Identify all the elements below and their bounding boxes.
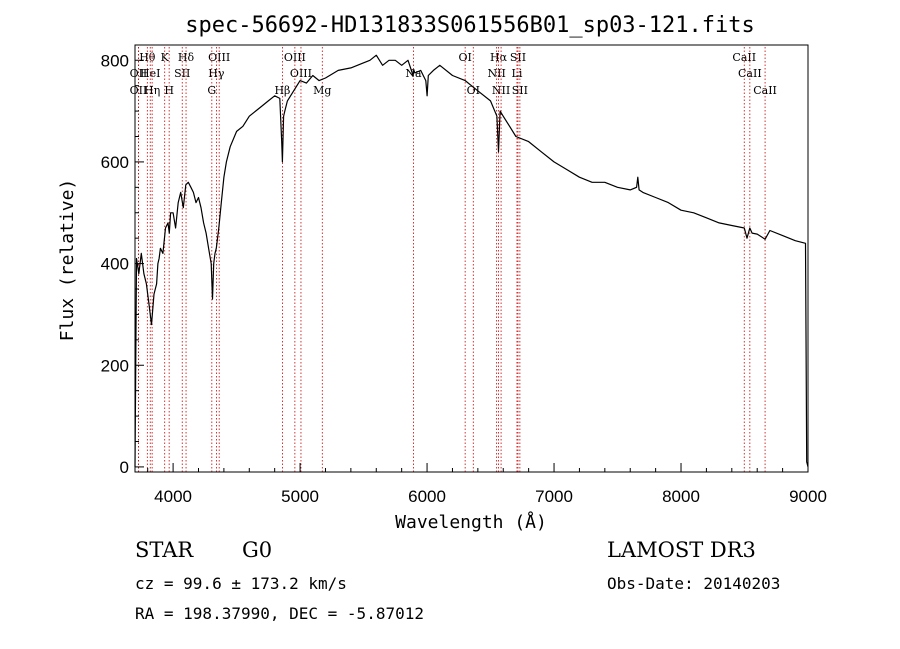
line-marker-label-11: G [207,84,216,97]
line-marker-label-18: OI [467,84,480,97]
line-marker-label-19: Hα [490,51,508,64]
x-axis: 4000 5000 6000 7000 8000 9000 [147,463,827,506]
line-marker-label-8: SII [174,67,190,80]
y-tick-label-0: 0 [120,458,129,477]
x-tick-label-8000: 8000 [662,487,700,506]
line-marker-label-2: OII [130,84,148,97]
line-marker-label-12: Hβ [274,84,290,97]
spectrum-series [134,54,809,468]
x-tick-label-5000: 5000 [281,487,319,506]
line-marker-label-0: Hθ [139,51,156,64]
line-marker-label-14: OIII [290,67,312,80]
coordinates: RA = 198.37990, DEC = -5.87012 [135,604,424,623]
line-marker-label-10: Hγ [208,67,225,80]
line-marker-label-7: Hδ [178,51,195,64]
y-tick-label-200: 200 [101,356,129,375]
line-marker-label-1: OII [130,67,148,80]
x-axis-label: Wavelength (Å) [395,511,547,533]
line-marker-label-25: CaII [732,51,756,64]
x-tick-label-6000: 6000 [408,487,446,506]
line-marker-label-24: SII [512,84,528,97]
line-marker-label-26: CaII [738,67,762,80]
x-tick-label-9000: 9000 [789,487,827,506]
line-marker-label-20: NII [487,67,505,80]
x-tick-label-4000: 4000 [154,487,192,506]
line-marker-label-5: K [161,51,170,64]
plot-frame [134,44,809,473]
chart-title: spec-56692-HD131833S061556B01_sp03-121.f… [185,13,755,38]
obs-date: Obs-Date: 20140203 [607,574,781,593]
x-tick-label-7000: 7000 [535,487,573,506]
line-marker-label-23: Li [512,67,523,80]
line-marker-label-22: SII [510,51,526,64]
y-axis-label: Flux (relative) [57,179,78,342]
line-marker-label-21: NII [492,84,510,97]
survey-name: LAMOST DR3 [607,538,756,562]
y-tick-label-800: 800 [101,51,129,70]
line-marker-label-6: H [164,84,174,97]
object-class: STAR [135,538,194,562]
line-marker-label-13: OIII [284,51,306,64]
redshift-cz: cz = 99.6 ± 173.2 km/s [135,574,347,593]
y-axis: 0 200 400 600 800 [101,51,144,477]
subclass: G0 [242,538,273,562]
line-marker-label-27: CaII [753,84,777,97]
spectrum-line [134,54,809,468]
line-marker-label-17: OI [458,51,471,64]
y-tick-label-400: 400 [101,255,129,274]
line-marker-label-4: Hη [144,84,160,97]
line-marker-label-9: OIII [208,51,230,64]
line-marker-label-3: HeI [140,67,160,80]
y-tick-label-600: 600 [101,153,129,172]
line-marker-label-15: Mg [313,84,331,97]
